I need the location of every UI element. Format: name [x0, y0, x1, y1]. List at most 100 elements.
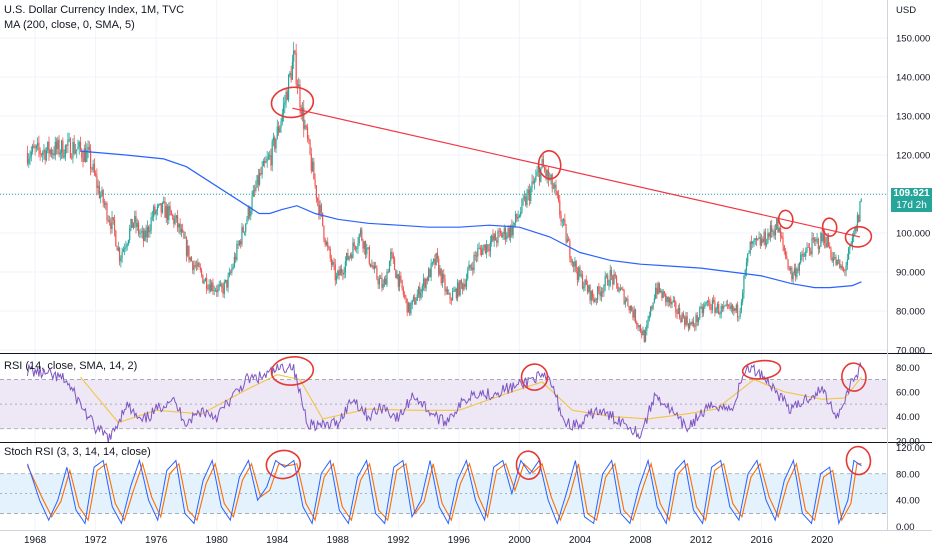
up-candle: [723, 301, 725, 312]
candle-body: [835, 257, 837, 265]
price-axis[interactable]: 150.000140.000130.000120.000110.000100.0…: [896, 5, 930, 533]
up-candle: [339, 265, 341, 276]
up-candle: [454, 286, 456, 293]
candle-body: [66, 145, 68, 147]
rsi-pane[interactable]: [0, 361, 887, 443]
candle-body: [184, 237, 186, 239]
candle-body: [35, 145, 37, 149]
candle-body: [226, 279, 228, 288]
candle-body: [496, 240, 498, 243]
candle-body: [665, 293, 667, 302]
down-candle: [802, 247, 804, 263]
candle-body: [798, 263, 801, 271]
up-candle: [122, 246, 124, 253]
candle-body: [512, 224, 514, 236]
candle-body: [571, 261, 573, 263]
up-candle: [416, 289, 418, 302]
candle-body: [320, 205, 323, 213]
up-candle: [390, 248, 392, 267]
time-axis[interactable]: 1968 1972 1976 1980 1984 1988 1992 1996 2000 2004…: [24, 535, 834, 546]
down-candle: [438, 255, 440, 278]
candle-body: [294, 50, 296, 53]
candle-body: [382, 284, 384, 288]
down-candle: [195, 260, 198, 272]
down-candle: [385, 275, 387, 285]
candle-body: [29, 156, 31, 159]
candle-body: [274, 137, 276, 149]
down-candle: [173, 214, 175, 229]
candle-body: [776, 218, 778, 230]
down-candle: [773, 225, 775, 240]
down-candle: [764, 228, 766, 250]
down-candle: [496, 237, 498, 248]
down-candle: [684, 315, 686, 330]
candle-body: [62, 140, 64, 158]
candle-body: [684, 317, 686, 326]
up-candle: [43, 143, 45, 160]
candle-body: [282, 104, 285, 114]
down-candle: [673, 296, 676, 307]
down-candle: [504, 226, 507, 245]
candle-body: [808, 247, 811, 252]
down-candle: [634, 308, 637, 324]
candle-body: [148, 226, 150, 233]
candle-body: [632, 311, 634, 318]
candle-body: [731, 305, 734, 311]
up-candle: [584, 279, 586, 292]
up-candle: [822, 231, 824, 246]
down-candle: [89, 144, 92, 176]
up-candle: [600, 287, 603, 302]
up-candle: [594, 297, 596, 303]
up-candle: [666, 295, 668, 306]
down-candle: [93, 158, 95, 176]
up-candle: [448, 289, 450, 296]
candle-body: [363, 241, 365, 249]
up-candle: [503, 224, 505, 241]
candle-body: [671, 301, 673, 305]
candle-body: [715, 308, 717, 313]
candle-body: [633, 309, 635, 318]
candle-body: [222, 287, 224, 294]
candle-body: [439, 268, 441, 275]
up-candle: [267, 152, 270, 161]
stoch-rsi-pane[interactable]: [0, 458, 887, 526]
candle-body: [810, 251, 812, 255]
candle-body: [434, 258, 436, 265]
up-candle: [747, 253, 749, 267]
pane-separators: [0, 0, 932, 531]
candle-body: [34, 147, 36, 149]
up-candle: [778, 226, 780, 233]
candle-body: [160, 203, 162, 213]
candle-body: [212, 282, 214, 291]
down-candle: [474, 250, 476, 262]
candle-body: [651, 306, 653, 309]
down-candle: [34, 144, 36, 156]
candle-body: [508, 228, 510, 238]
up-candle: [132, 222, 135, 230]
up-candle: [83, 144, 85, 163]
down-candle: [667, 296, 669, 308]
candle-body: [155, 210, 157, 215]
down-candle: [164, 196, 166, 219]
candle-body: [614, 274, 616, 277]
candle-body: [699, 307, 701, 319]
candle-body: [200, 270, 203, 275]
down-candle: [119, 246, 121, 266]
down-candle: [440, 268, 442, 286]
candle-body: [414, 297, 416, 305]
up-candle: [605, 273, 608, 279]
up-candle: [583, 281, 585, 292]
candle-body: [55, 141, 58, 149]
candle-body: [801, 253, 803, 255]
candle-body: [202, 274, 204, 284]
up-candle: [124, 243, 126, 256]
candle-body: [738, 316, 740, 318]
highlight-circle: [841, 362, 867, 392]
candle-body: [758, 237, 760, 239]
up-candle: [203, 279, 205, 285]
candle-body: [260, 172, 262, 175]
price-pane[interactable]: [0, 41, 887, 343]
candle-body: [705, 302, 707, 305]
candle-body: [718, 304, 720, 315]
